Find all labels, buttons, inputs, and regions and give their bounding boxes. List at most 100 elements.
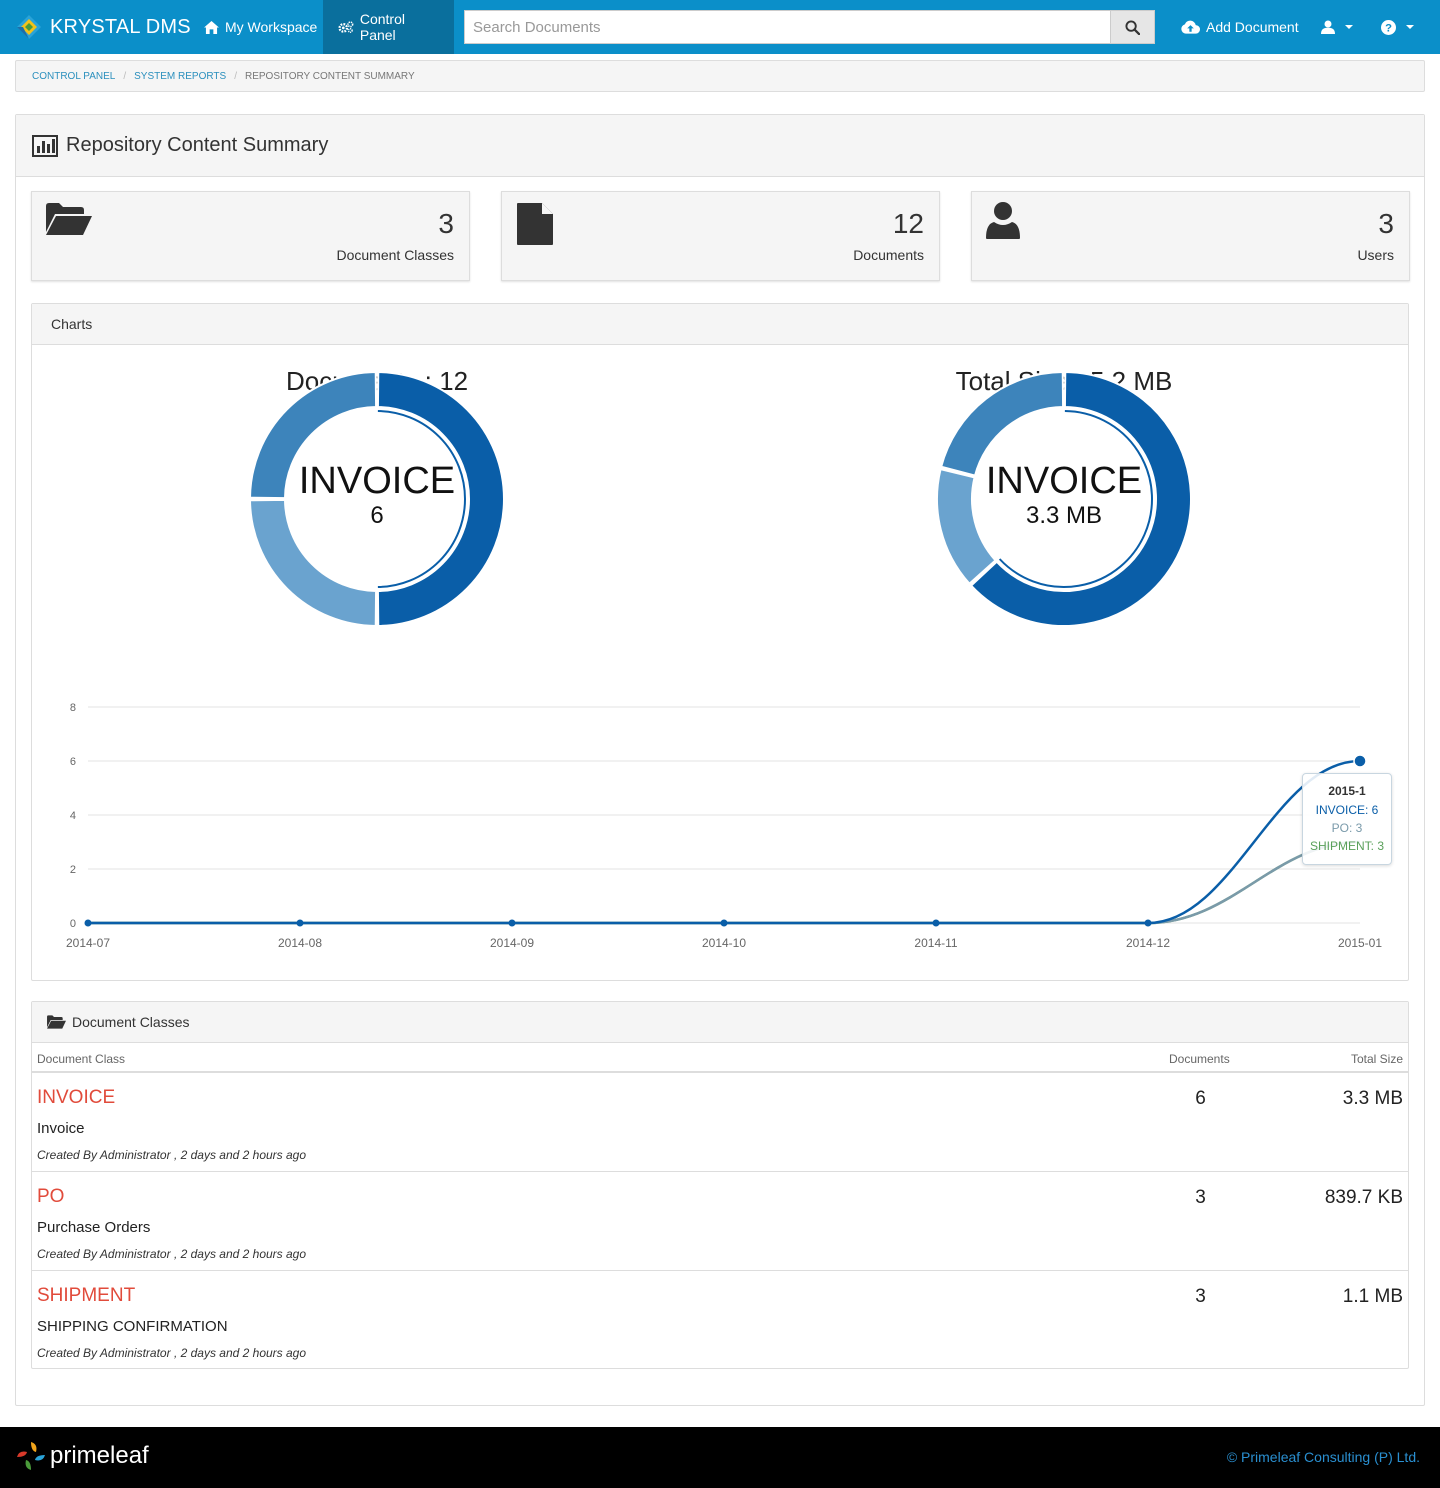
class-name-link[interactable]: INVOICE [37, 1087, 116, 1108]
primeleaf-logo-text: primeleaf [50, 1442, 149, 1469]
breadcrumb-system-reports[interactable]: SYSTEM REPORTS [134, 70, 227, 82]
table-row: PO Purchase Orders Created By Administra… [32, 1172, 1408, 1271]
data-point[interactable] [84, 919, 92, 927]
x-tick-label: 2014-12 [1126, 936, 1170, 950]
series-line-shipment[interactable] [88, 840, 1361, 925]
chevron-down-icon [1345, 25, 1353, 29]
cloud-upload-icon [1181, 20, 1200, 34]
copyright-link[interactable]: © Primeleaf Consulting (P) Ltd. [1226, 1449, 1420, 1465]
series-line-invoice[interactable] [88, 759, 1361, 925]
nav-my-workspace-label: My Workspace [225, 19, 318, 35]
page-title: Repository Content Summary [66, 134, 329, 156]
donut-slice-invoice[interactable] [969, 370, 1192, 627]
donut-size-center: INVOICE 3.3 MB [964, 461, 1164, 531]
table-row: SHIPMENT SHIPPING CONFIRMATION Created B… [32, 1271, 1408, 1370]
user-icon [986, 202, 1020, 239]
y-tick-label: 8 [70, 702, 76, 714]
repository-summary-panel: Repository Content Summary 3 Document Cl… [15, 114, 1425, 1406]
column-documents[interactable]: Documents [1169, 1052, 1230, 1066]
stat-documents: 12 Documents [501, 191, 940, 281]
column-total-size[interactable]: Total Size [1350, 1052, 1403, 1066]
data-point[interactable] [296, 919, 304, 927]
search-input[interactable] [464, 10, 1110, 44]
nav-my-workspace[interactable]: My Workspace [189, 0, 332, 54]
user-icon [1321, 20, 1335, 34]
y-tick-label: 0 [70, 918, 76, 930]
document-classes-heading: Document Classes [32, 1002, 1408, 1043]
donut-slice-po[interactable] [248, 498, 378, 628]
breadcrumb: CONTROL PANEL / SYSTEM REPORTS / REPOSIT… [15, 60, 1425, 92]
class-total-size: 1.1 MB [1342, 1286, 1403, 1307]
donut-size-title: Total Size : 5.2 MB [955, 366, 1173, 396]
data-point[interactable] [508, 919, 516, 927]
user-menu-dropdown[interactable] [1306, 0, 1368, 54]
charts-panel: Charts Documents : 12 INVOICE 6 Total Si… [31, 303, 1409, 981]
breadcrumb-current: REPOSITORY CONTENT SUMMARY [244, 70, 415, 82]
panel-heading: Repository Content Summary [16, 115, 1424, 177]
folder-open-icon [47, 1015, 66, 1029]
donut-slice-shipment[interactable] [939, 370, 1065, 477]
add-document-label: Add Document [1206, 19, 1299, 35]
donut-highlight-arc [998, 410, 1153, 588]
class-description: Purchase Orders [37, 1219, 151, 1236]
donut-documents-center: INVOICE 6 [277, 461, 477, 531]
class-created-by: Created By Administrator , 2 days and 2 … [37, 1247, 307, 1261]
file-icon [517, 203, 553, 245]
class-description: Invoice [37, 1120, 85, 1137]
breadcrumb-separator: / [234, 70, 237, 82]
y-tick-label: 6 [70, 756, 76, 768]
y-tick-label: 4 [70, 810, 76, 822]
data-point[interactable] [932, 919, 940, 927]
nav-control-panel[interactable]: Control Panel [323, 0, 454, 54]
brand-name: KRYSTAL DMS [50, 15, 191, 38]
search-button[interactable] [1110, 10, 1155, 44]
line-chart-documents-by-month[interactable]: 0 2 4 6 8 2014-07 2014-08 2014-09 2014-10 2014-11… [32, 684, 1408, 964]
donut-slice-invoice[interactable] [376, 370, 505, 628]
x-tick-label: 2014-08 [278, 936, 322, 950]
table-row: INVOICE Invoice Created By Administrator… [32, 1073, 1408, 1172]
chart-tooltip: 2015-1 INVOICE: 6 PO: 3 SHIPMENT: 3 [1302, 773, 1392, 865]
krystal-logo-icon [17, 15, 41, 39]
tooltip-line-shipment: SHIPMENT: 3 [1309, 839, 1384, 853]
help-menu-dropdown[interactable]: ? [1366, 0, 1429, 54]
document-classes-title: Document Classes [72, 1014, 190, 1030]
column-document-class[interactable]: Document Class [37, 1052, 126, 1066]
class-documents-count: 6 [1195, 1088, 1206, 1109]
folder-open-icon [46, 203, 92, 235]
series-line-po[interactable] [88, 840, 1361, 925]
donut-highlight-arc [377, 410, 467, 588]
donut-chart-documents[interactable] [247, 369, 507, 629]
stat-count: 3 [438, 208, 454, 239]
top-navbar: KRYSTAL DMS My Workspace Control Panel A… [0, 0, 1440, 54]
tooltip-title: 2015-1 [1328, 784, 1366, 798]
breadcrumb-control-panel[interactable]: CONTROL PANEL [32, 70, 116, 82]
donut-slice-po[interactable] [936, 468, 997, 586]
donut-center-label: INVOICE [298, 460, 456, 502]
class-description: SHIPPING CONFIRMATION [37, 1318, 228, 1335]
class-created-by: Created By Administrator , 2 days and 2 … [37, 1148, 307, 1162]
data-point[interactable] [720, 919, 728, 927]
class-name-link[interactable]: PO [37, 1186, 65, 1207]
document-classes-panel: Document Classes Document Class Document… [31, 1001, 1409, 1369]
chevron-down-icon [1406, 25, 1414, 29]
stat-count: 12 [892, 208, 924, 239]
brand[interactable]: KRYSTAL DMS [16, 0, 191, 54]
data-point[interactable] [1144, 919, 1152, 927]
stat-users: 3 Users [971, 191, 1410, 281]
cogs-icon [338, 21, 354, 33]
tooltip-line-invoice: INVOICE: 6 [1315, 803, 1379, 817]
stat-label: Document Classes [336, 247, 455, 263]
data-point[interactable] [1353, 754, 1367, 768]
donut-center-label: INVOICE [985, 460, 1143, 502]
stat-document-classes: 3 Document Classes [31, 191, 470, 281]
class-total-size: 839.7 KB [1324, 1187, 1403, 1208]
x-tick-label: 2014-07 [66, 936, 110, 950]
x-tick-label: 2014-10 [702, 936, 746, 950]
class-name-link[interactable]: SHIPMENT [37, 1285, 136, 1306]
class-created-by: Created By Administrator , 2 days and 2 … [37, 1346, 307, 1360]
donut-chart-total-size[interactable] [934, 369, 1194, 629]
tooltip-line-po: PO: 3 [1331, 821, 1363, 835]
donut-slice-shipment[interactable] [248, 370, 378, 500]
add-document-button[interactable]: Add Document [1166, 0, 1314, 54]
donut-center-value: 3.3 MB [1025, 502, 1103, 529]
